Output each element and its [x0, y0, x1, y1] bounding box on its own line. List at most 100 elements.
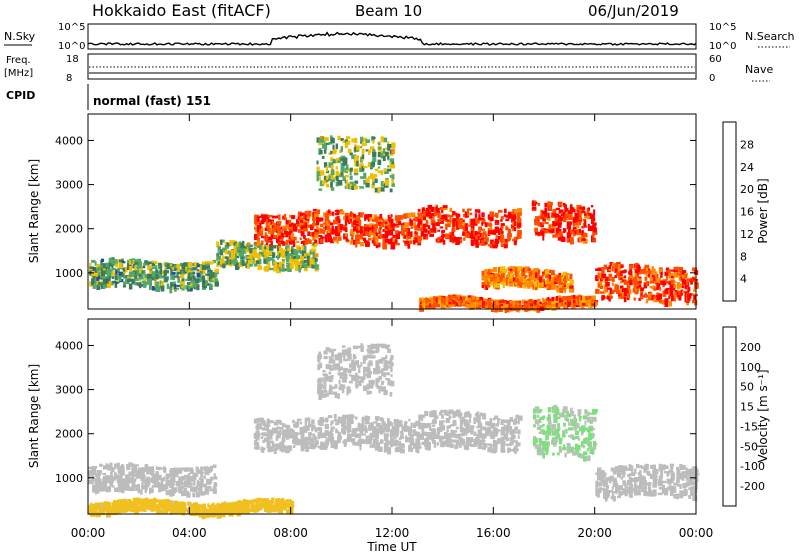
- echo-cell: [474, 301, 477, 308]
- echo-cell: [433, 416, 436, 423]
- echo-cell: [608, 478, 612, 484]
- echo-cell: [497, 274, 501, 280]
- echo-cell: [216, 263, 220, 267]
- colorbar-tick-label: 8: [740, 250, 747, 263]
- velocity-scatter: [88, 343, 700, 520]
- echo-cell: [566, 413, 572, 418]
- echo-cell: [108, 281, 114, 286]
- echo-cell: [564, 302, 567, 308]
- echo-cell: [347, 148, 352, 154]
- echo-cell: [548, 305, 553, 309]
- echo-cell: [592, 433, 595, 437]
- echo-cell: [216, 244, 220, 248]
- echo-cell: [293, 249, 298, 255]
- echo-cell: [669, 273, 673, 278]
- echo-cell: [336, 216, 340, 222]
- echo-cell: [231, 257, 235, 264]
- echo-cell: [298, 267, 301, 273]
- echo-cell: [440, 443, 445, 448]
- echo-cell: [173, 470, 177, 476]
- echo-cell: [530, 276, 534, 280]
- echo-cell: [284, 213, 287, 219]
- echo-cell: [505, 282, 508, 286]
- echo-cell: [603, 473, 606, 478]
- echo-cell: [591, 299, 594, 302]
- echo-cell: [542, 423, 545, 427]
- echo-cell: [544, 202, 548, 208]
- echo-cell: [88, 470, 91, 477]
- echo-cell: [608, 268, 612, 271]
- echo-cell: [379, 231, 382, 236]
- echo-cell: [519, 279, 522, 282]
- echo-cell: [372, 152, 377, 158]
- echo-cell: [312, 220, 316, 224]
- echo-cell: [505, 437, 509, 442]
- echo-cell: [574, 223, 579, 226]
- echo-cell: [638, 276, 642, 280]
- freq-panel: Freq. [MHz] 18 8 60 0 Nave: [4, 53, 773, 84]
- echo-cell: [583, 456, 587, 462]
- echo-cell: [452, 415, 456, 419]
- echo-cell: [337, 432, 342, 436]
- echo-cell: [269, 420, 274, 424]
- echo-cell: [177, 266, 181, 272]
- echo-cell: [408, 431, 411, 436]
- echo-cell: [356, 160, 359, 167]
- echo-cell: [166, 270, 169, 274]
- echo-cell: [592, 428, 595, 430]
- echo-cell: [480, 423, 483, 428]
- echo-cell: [342, 140, 345, 143]
- echo-cell: [359, 186, 365, 189]
- echo-cell: [343, 430, 346, 435]
- echo-cell: [535, 216, 539, 220]
- echo-cell: [482, 439, 486, 443]
- echo-cell: [361, 148, 365, 155]
- echo-cell: [573, 301, 577, 307]
- echo-cell: [426, 441, 431, 448]
- echo-cell: [564, 452, 567, 458]
- echo-cell: [494, 301, 498, 307]
- echo-cell: [459, 218, 463, 224]
- echo-cell: [131, 467, 135, 470]
- echo-cell: [307, 231, 311, 236]
- echo-cell: [270, 234, 274, 238]
- echo-cell: [181, 286, 185, 291]
- echo-cell: [390, 433, 393, 439]
- echo-cell: [581, 453, 585, 459]
- echo-cell: [296, 240, 300, 243]
- echo-cell: [429, 234, 434, 237]
- echo-cell: [492, 240, 497, 245]
- echo-cell: [374, 168, 379, 172]
- echo-cell: [166, 263, 172, 270]
- echo-cell: [407, 235, 412, 240]
- echo-cell: [361, 440, 366, 444]
- echo-cell: [649, 292, 653, 298]
- echo-cell: [299, 237, 302, 240]
- echo-cell: [247, 242, 250, 248]
- echo-cell: [207, 274, 210, 280]
- echo-cell: [381, 418, 385, 424]
- echo-cell: [332, 159, 337, 164]
- echo-cell: [199, 270, 203, 275]
- echo-cell: [605, 484, 609, 490]
- echo-cell: [693, 295, 696, 301]
- echo-cell: [153, 473, 158, 479]
- echo-cell: [273, 265, 278, 272]
- echo-cell: [210, 465, 213, 471]
- echo-cell: [629, 264, 633, 270]
- echo-cell: [513, 226, 517, 232]
- echo-cell: [686, 280, 689, 286]
- echo-cell: [384, 226, 389, 230]
- echo-cell: [403, 424, 406, 429]
- echo-cell: [192, 268, 197, 271]
- echo-cell: [470, 225, 475, 230]
- echo-cell: [543, 269, 547, 273]
- echo-cell: [417, 208, 421, 212]
- echo-cell: [546, 285, 551, 289]
- echo-cell: [365, 420, 369, 424]
- echo-cell: [387, 214, 390, 218]
- echo-cell: [638, 272, 642, 275]
- echo-cell: [275, 435, 279, 441]
- echo-cell: [385, 147, 389, 150]
- echo-cell: [330, 138, 335, 144]
